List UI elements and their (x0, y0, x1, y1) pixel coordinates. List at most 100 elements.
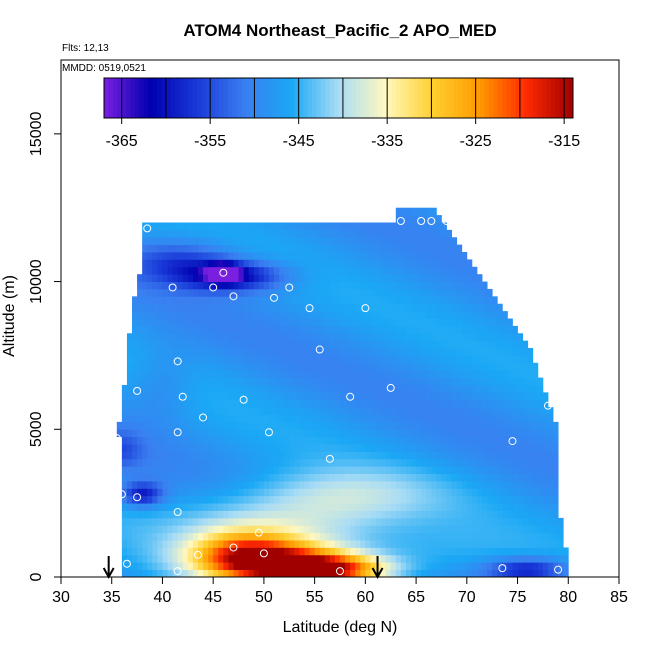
heatmap-cell (208, 466, 214, 474)
heatmap-cell (512, 414, 518, 423)
heatmap-cell (334, 473, 341, 482)
colorbar-segment (519, 78, 525, 118)
heatmap-cell (258, 333, 265, 342)
colorbar-segment (550, 78, 556, 118)
heatmap-cell (461, 540, 468, 548)
heatmap-cell (461, 274, 468, 282)
heatmap-cell (152, 325, 158, 334)
heatmap-cell (471, 517, 478, 526)
colorbar-segment (515, 78, 521, 118)
heatmap-cell (431, 229, 437, 238)
heatmap-cell (507, 384, 513, 393)
heatmap-cell (187, 532, 194, 541)
heatmap-cell (476, 540, 483, 548)
heatmap-cell (294, 466, 300, 474)
heatmap-cell (436, 429, 442, 438)
heatmap-cell (446, 340, 452, 349)
heatmap-cell (319, 480, 326, 489)
heatmap-cell (476, 348, 483, 356)
heatmap-cell (345, 466, 351, 474)
heatmap-cell (258, 355, 265, 364)
heatmap-cell (537, 510, 544, 519)
heatmap-cell (258, 421, 265, 430)
heatmap-cell (132, 451, 138, 460)
heatmap-cell (142, 407, 148, 415)
heatmap-cell (355, 540, 361, 548)
heatmap-cell (497, 421, 503, 430)
heatmap-cell (446, 281, 452, 290)
colorbar-segment (382, 78, 388, 118)
heatmap-cell (233, 495, 239, 504)
heatmap-cell (426, 259, 432, 268)
heatmap-cell (512, 436, 518, 445)
heatmap-cell (208, 237, 214, 246)
heatmap-cell (355, 355, 361, 364)
heatmap-cell (263, 488, 270, 497)
heatmap-cell (197, 525, 204, 534)
heatmap-cell (284, 384, 290, 393)
heatmap-cell (233, 429, 239, 438)
heatmap-cell (360, 525, 366, 534)
heatmap-cell (431, 207, 437, 216)
heatmap-cell (314, 480, 321, 489)
heatmap-cell (395, 377, 402, 386)
heatmap-cell (416, 222, 422, 231)
heatmap-cell (355, 244, 361, 253)
heatmap-cell (436, 480, 442, 489)
heatmap-cell (411, 451, 417, 460)
heatmap-cell (243, 510, 250, 519)
heatmap-cell (365, 554, 371, 563)
heatmap-cell (431, 252, 437, 260)
heatmap-cell (542, 525, 549, 534)
heatmap-cell (294, 451, 300, 460)
heatmap-cell (268, 540, 275, 548)
heatmap-cell (243, 392, 250, 401)
heatmap-cell (187, 288, 194, 297)
heatmap-cell (284, 436, 290, 445)
heatmap-cell (309, 281, 316, 290)
heatmap-cell (471, 480, 478, 489)
heatmap-cell (355, 296, 361, 305)
heatmap-cell (309, 399, 316, 408)
heatmap-cell (522, 414, 529, 423)
x-axis: 30 35 40 45 50 55 60 65 70 75 80 85 (52, 577, 628, 606)
heatmap-cell (157, 296, 163, 305)
heatmap-cell (411, 207, 417, 216)
heatmap-cell (522, 525, 529, 534)
heatmap-cell (395, 407, 402, 415)
heatmap-cell (192, 384, 199, 393)
heatmap-cell (340, 311, 346, 319)
heatmap-cell (360, 421, 366, 430)
heatmap-cell (441, 495, 447, 504)
heatmap-cell (375, 296, 381, 305)
heatmap-cell (263, 414, 270, 423)
heatmap-cell (355, 377, 361, 386)
heatmap-cell (375, 421, 381, 430)
heatmap-cell (152, 495, 158, 504)
heatmap-cell (522, 399, 529, 408)
heatmap-cell (375, 480, 381, 489)
heatmap-cell (187, 495, 194, 504)
heatmap-cell (487, 377, 493, 386)
heatmap-cell (355, 288, 361, 297)
heatmap-cell (380, 547, 387, 556)
heatmap-cell (299, 532, 305, 541)
heatmap-cell (345, 244, 351, 253)
heatmap-cell (279, 325, 285, 334)
heatmap-cell (542, 495, 549, 504)
heatmap-cell (289, 296, 295, 305)
heatmap-cell (314, 377, 321, 386)
heatmap-cell (446, 237, 452, 246)
heatmap-cell (319, 296, 326, 305)
heatmap-cell (142, 569, 148, 577)
heatmap-cell (147, 444, 153, 452)
heatmap-cell (172, 259, 179, 268)
heatmap-cell (547, 554, 554, 563)
heatmap-cell (172, 525, 179, 534)
heatmap-cell (192, 377, 199, 386)
heatmap-cell (248, 348, 255, 356)
heatmap-cell (132, 311, 138, 319)
heatmap-cell (284, 517, 290, 526)
heatmap-cell (238, 458, 245, 467)
heatmap-cell (157, 318, 163, 327)
